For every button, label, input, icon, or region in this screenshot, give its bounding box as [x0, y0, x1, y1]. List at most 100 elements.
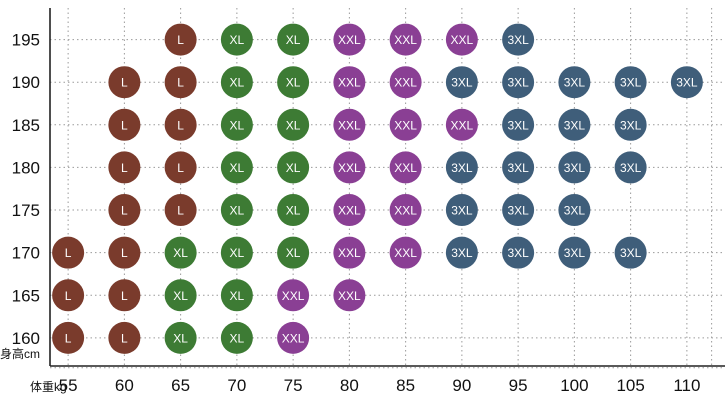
data-point-marker — [333, 151, 366, 184]
data-point-marker — [164, 23, 197, 56]
data-point: XL — [220, 321, 253, 354]
data-point: 3XL — [614, 236, 647, 269]
data-point: L — [108, 236, 141, 269]
data-point-marker — [389, 66, 422, 99]
data-point-marker — [277, 151, 310, 184]
data-point: XL — [220, 66, 253, 99]
x-tick-label: 65 — [171, 376, 190, 395]
data-point-marker — [164, 194, 197, 227]
data-point-marker — [277, 279, 310, 312]
data-point-marker — [445, 108, 478, 141]
data-point-marker — [220, 151, 253, 184]
data-point-marker — [558, 66, 591, 99]
data-point-marker — [502, 23, 535, 56]
data-point-marker — [220, 236, 253, 269]
data-point: 3XL — [502, 66, 535, 99]
x-tick-label: 90 — [452, 376, 471, 395]
data-point-label: XL — [286, 118, 301, 132]
data-point-label: XL — [230, 289, 245, 303]
data-points: L XL XL XXL XXL XXL 3XL L L XL XL XXL XXL 3XL 3XL 3XL 3X… — [52, 23, 703, 354]
x-tick-label: 100 — [560, 376, 588, 395]
data-point: L — [108, 321, 141, 354]
data-point: L — [52, 279, 85, 312]
data-point-marker — [389, 236, 422, 269]
data-point-label: 3XL — [620, 76, 642, 90]
data-point-marker — [333, 23, 366, 56]
axes — [49, 8, 725, 367]
data-point-label: 3XL — [451, 161, 473, 175]
data-point-marker — [220, 194, 253, 227]
data-point: 3XL — [614, 108, 647, 141]
data-point: XXL — [445, 23, 478, 56]
data-point-marker — [52, 321, 85, 354]
data-point-label: XXL — [394, 76, 417, 90]
data-point-label: XL — [230, 161, 245, 175]
data-point-marker — [389, 151, 422, 184]
data-point-marker — [220, 66, 253, 99]
data-point: 3XL — [558, 151, 591, 184]
data-point-marker — [333, 279, 366, 312]
data-point-marker — [502, 194, 535, 227]
data-point-label: XL — [173, 331, 188, 345]
x-tick-label: 105 — [616, 376, 644, 395]
data-point: XXL — [389, 66, 422, 99]
data-point-marker — [502, 236, 535, 269]
data-point: XXL — [333, 23, 366, 56]
data-point-label: XL — [230, 33, 245, 47]
data-point-label: XL — [173, 289, 188, 303]
data-point: 3XL — [614, 151, 647, 184]
data-point-label: 3XL — [620, 118, 642, 132]
x-tick-label: 70 — [227, 376, 246, 395]
data-point: XXL — [333, 151, 366, 184]
data-point: 3XL — [502, 236, 535, 269]
x-tick-label: 110 — [673, 376, 700, 395]
data-point: 3XL — [445, 151, 478, 184]
data-point-marker — [558, 151, 591, 184]
data-point: XL — [164, 236, 197, 269]
data-point: XL — [277, 108, 310, 141]
data-point-marker — [614, 151, 647, 184]
data-point-label: XL — [230, 118, 245, 132]
data-point-marker — [164, 108, 197, 141]
data-point-marker — [502, 108, 535, 141]
data-point: XXL — [333, 279, 366, 312]
data-point-marker — [558, 236, 591, 269]
x-axis-label: 体重kg — [30, 380, 67, 394]
data-point: 3XL — [445, 66, 478, 99]
data-point: XL — [164, 279, 197, 312]
x-tick-label: 85 — [396, 376, 415, 395]
data-point-label: 3XL — [676, 76, 698, 90]
data-point-label: XL — [230, 246, 245, 260]
data-point-label: L — [65, 289, 72, 303]
y-tick-label: 180 — [12, 158, 40, 177]
data-point-label: XXL — [338, 246, 361, 260]
data-point-label: XL — [173, 246, 188, 260]
data-point: XL — [220, 194, 253, 227]
data-point-marker — [220, 23, 253, 56]
data-point: XL — [277, 23, 310, 56]
data-point-marker — [502, 66, 535, 99]
data-point: L — [164, 194, 197, 227]
data-point-marker — [277, 23, 310, 56]
x-tick-label: 55 — [59, 376, 78, 395]
x-tick-label: 80 — [340, 376, 359, 395]
data-point-label: XXL — [451, 33, 474, 47]
data-point: XL — [277, 66, 310, 99]
data-point-marker — [108, 236, 141, 269]
data-point-marker — [108, 108, 141, 141]
y-tick-label: 190 — [12, 73, 40, 92]
data-point: 3XL — [558, 108, 591, 141]
data-point: L — [108, 279, 141, 312]
data-point-label: XL — [286, 204, 301, 218]
data-point-marker — [277, 194, 310, 227]
data-point: 3XL — [614, 66, 647, 99]
x-tick-label: 95 — [509, 376, 528, 395]
data-point-label: XL — [286, 246, 301, 260]
data-point-marker — [108, 321, 141, 354]
data-point-marker — [558, 194, 591, 227]
grid-lines — [50, 8, 725, 369]
data-point: XL — [220, 236, 253, 269]
data-point-marker — [52, 236, 85, 269]
data-point: XXL — [333, 194, 366, 227]
data-point: L — [164, 108, 197, 141]
